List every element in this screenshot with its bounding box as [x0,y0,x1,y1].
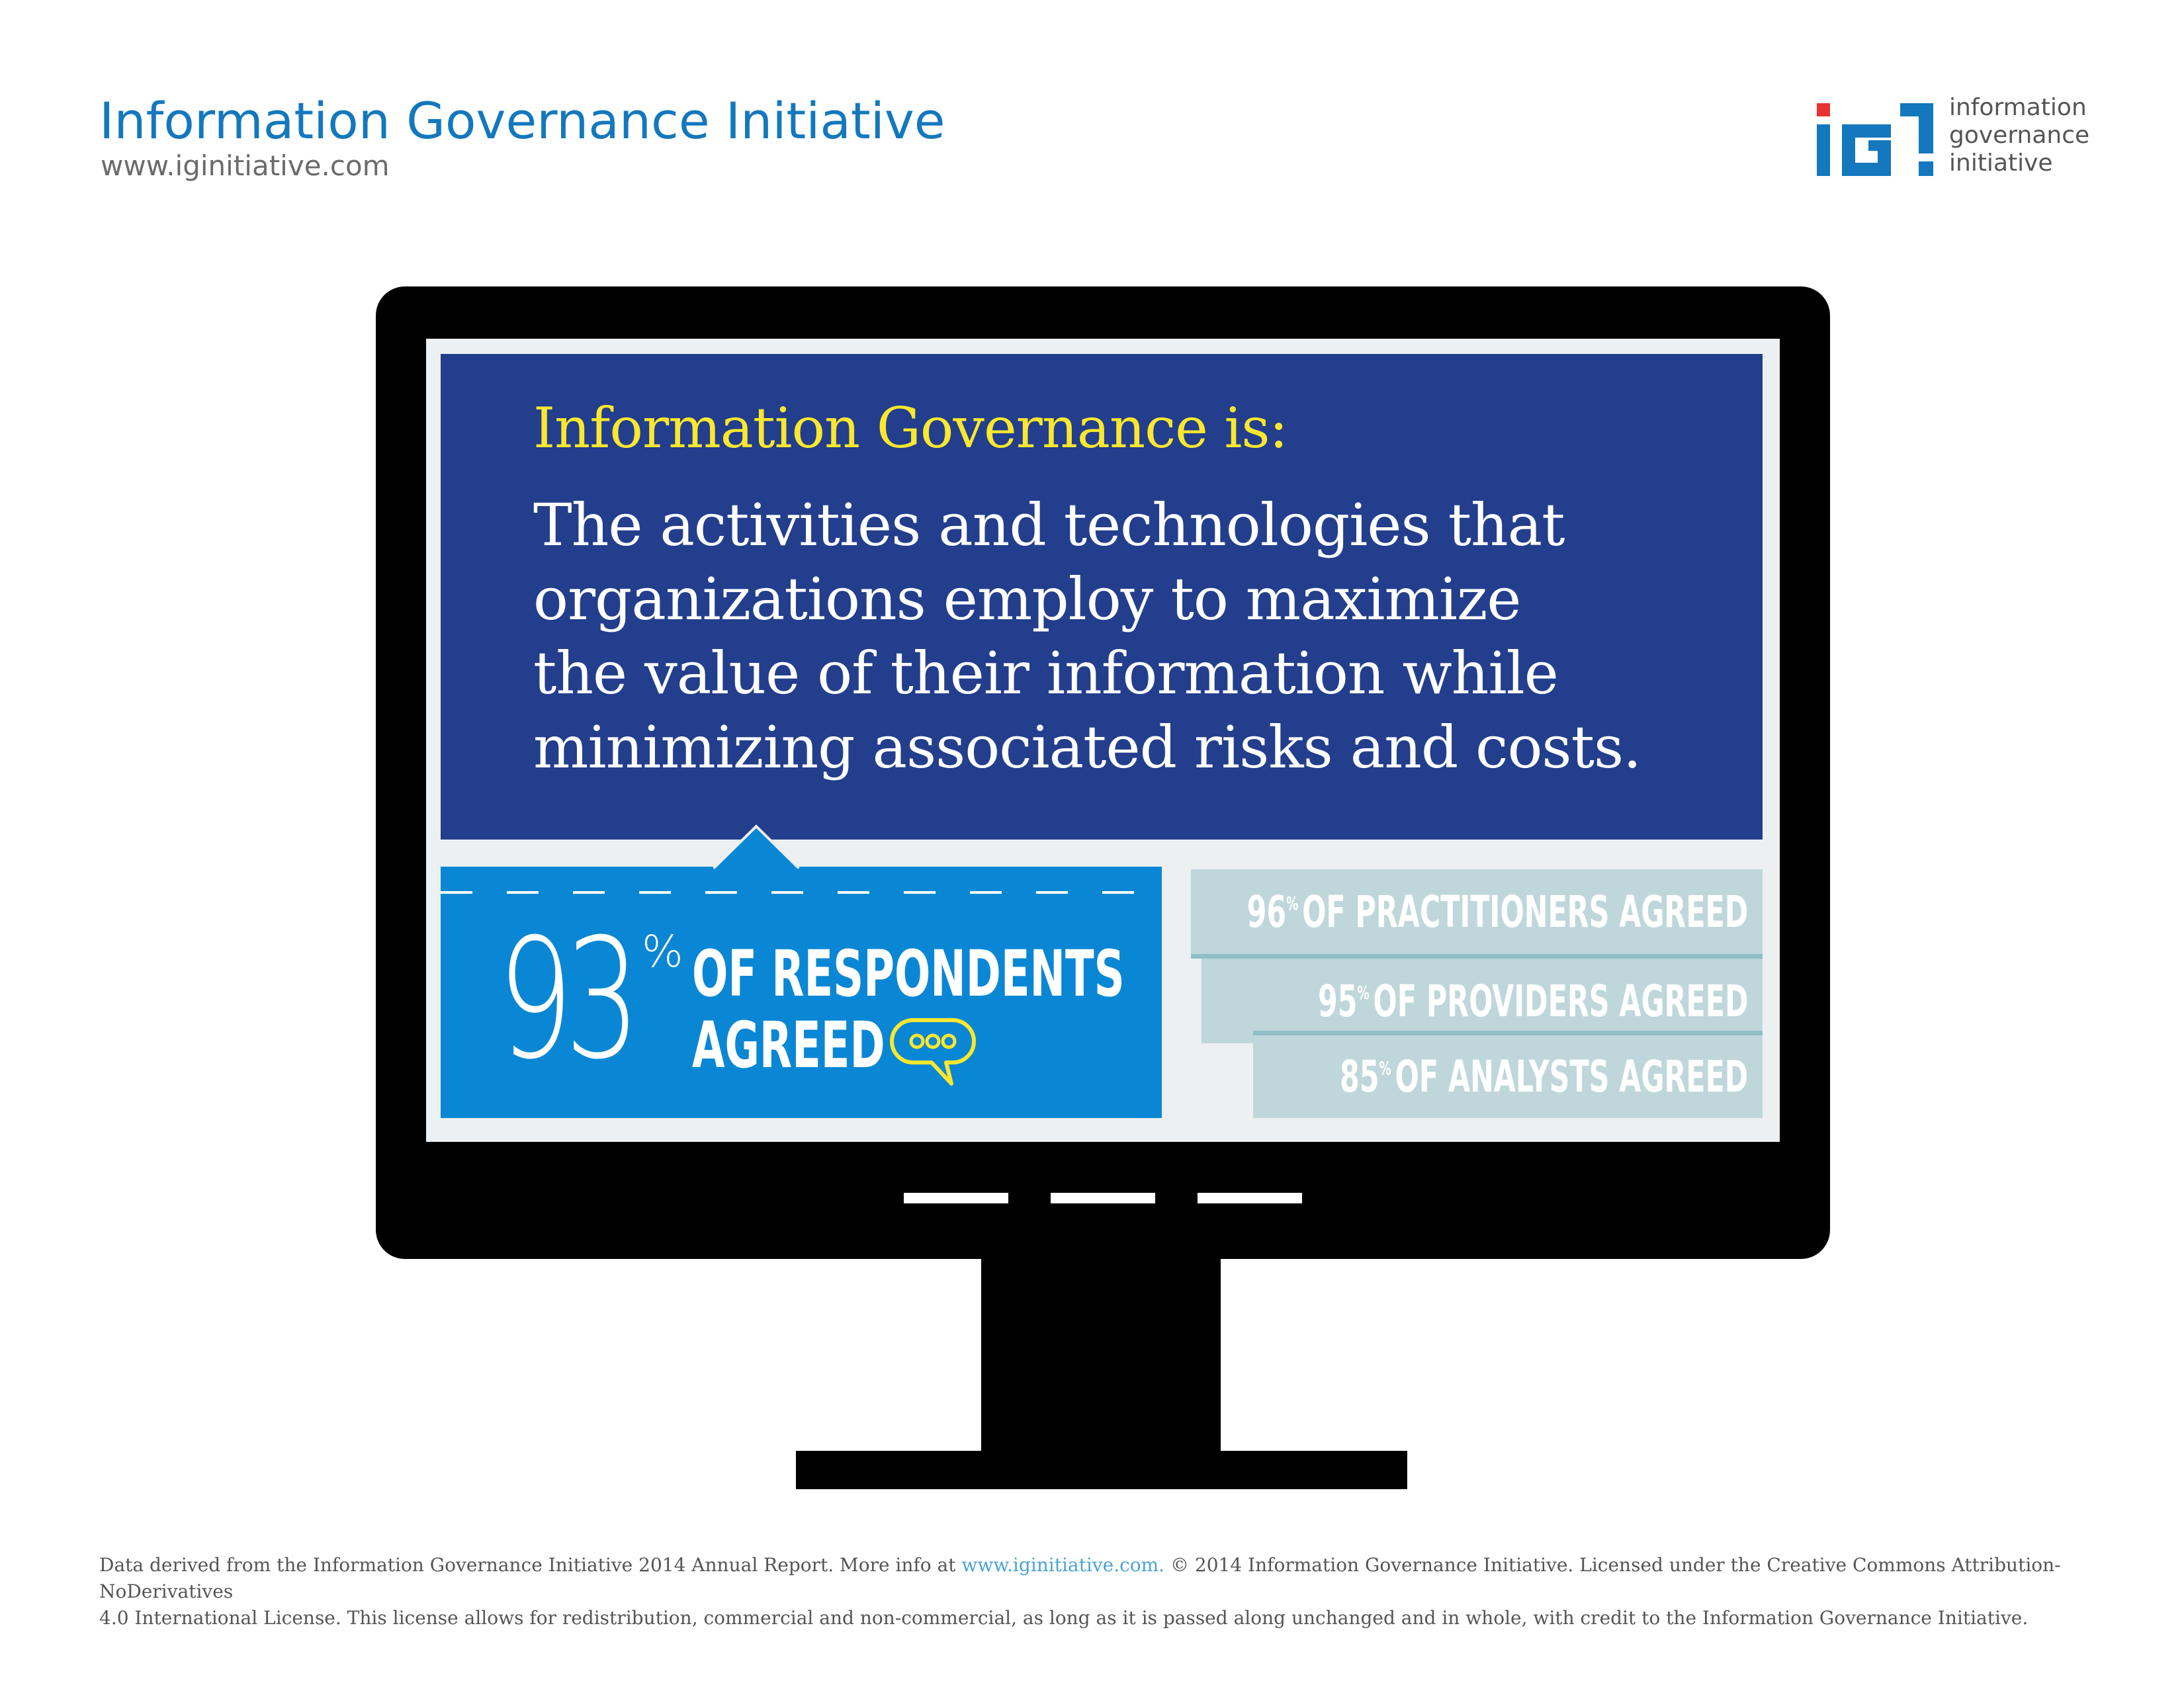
definition-line-4: minimizing associated risks and costs. [533,713,1641,781]
website-url[interactable]: www.iginitiative.com [101,150,390,182]
main-stat-unit: % [642,926,683,977]
sub-stat-label: OF PROVIDERS AGREED [1372,975,1748,1027]
definition-panel [441,354,1763,840]
sub-stat-label: OF PRACTITIONERS AGREED [1301,886,1748,937]
main-stat-line-2: AGREED [692,1008,885,1082]
sub-stat-practitioners: 96%OF PRACTITIONERS AGREED [1191,869,1763,954]
sub-stat-unit: % [1357,981,1370,1004]
definition-heading: Information Governance is: [533,396,1288,460]
footer-link[interactable]: www.iginitiative.com. [961,1554,1165,1576]
main-stat-line-1: OF RESPONDENTS [692,937,1125,1011]
sub-stat-value: 85 [1339,1051,1379,1102]
logo-line-1: information [1949,94,2087,121]
monitor-button-3 [1198,1193,1302,1203]
speech-pointer-icon [713,824,799,869]
footer-text-2: © 2014 Information Governance Initiative… [99,1554,2061,1602]
footer-note: Data derived from the Information Govern… [99,1552,2071,1631]
dashed-divider [441,891,1162,894]
sub-stat-divider [1253,1031,1763,1035]
definition-text: The activities and technologies that org… [533,488,1744,785]
chat-bubble-icon [890,1018,976,1086]
sub-stat-unit: % [1379,1057,1391,1079]
sub-stat-providers: 95%OF PROVIDERS AGREED [1201,959,1763,1043]
sub-stat-analysts: 85%OF ANALYSTS AGREED [1253,1035,1763,1118]
sub-stat-divider [1191,954,1763,959]
igi-logo-icon [1817,103,1933,176]
footer-text-3: 4.0 International License. This license … [99,1607,2029,1629]
footer-text-1: Data derived from the Information Govern… [99,1554,962,1576]
monitor-button-1 [904,1193,1008,1203]
page-title: Information Governance Initiative [99,91,945,150]
main-stat-panel [441,867,1162,1118]
logo-line-3: initiative [1949,150,2053,177]
sub-stat-label: OF ANALYSTS AGREED [1395,1051,1748,1102]
logo-line-2: governance [1949,122,2090,149]
definition-line-3: the value of their information while [533,639,1559,707]
monitor-button-2 [1051,1193,1155,1203]
logo-wordmark: information governance initiative [1949,94,2148,177]
monitor-stand-neck [981,1257,1221,1455]
sub-stat-value: 96 [1246,886,1286,937]
main-stat-label: OF RESPONDENTS AGREED [692,937,1125,1082]
main-stat-value: 93 [498,903,640,1096]
sub-stat-value: 95 [1317,975,1358,1027]
sub-stat-unit: % [1286,892,1299,914]
definition-line-1: The activities and technologies that [533,491,1565,559]
definition-line-2: organizations employ to maximize [533,565,1521,633]
monitor-stand-base [796,1451,1407,1489]
